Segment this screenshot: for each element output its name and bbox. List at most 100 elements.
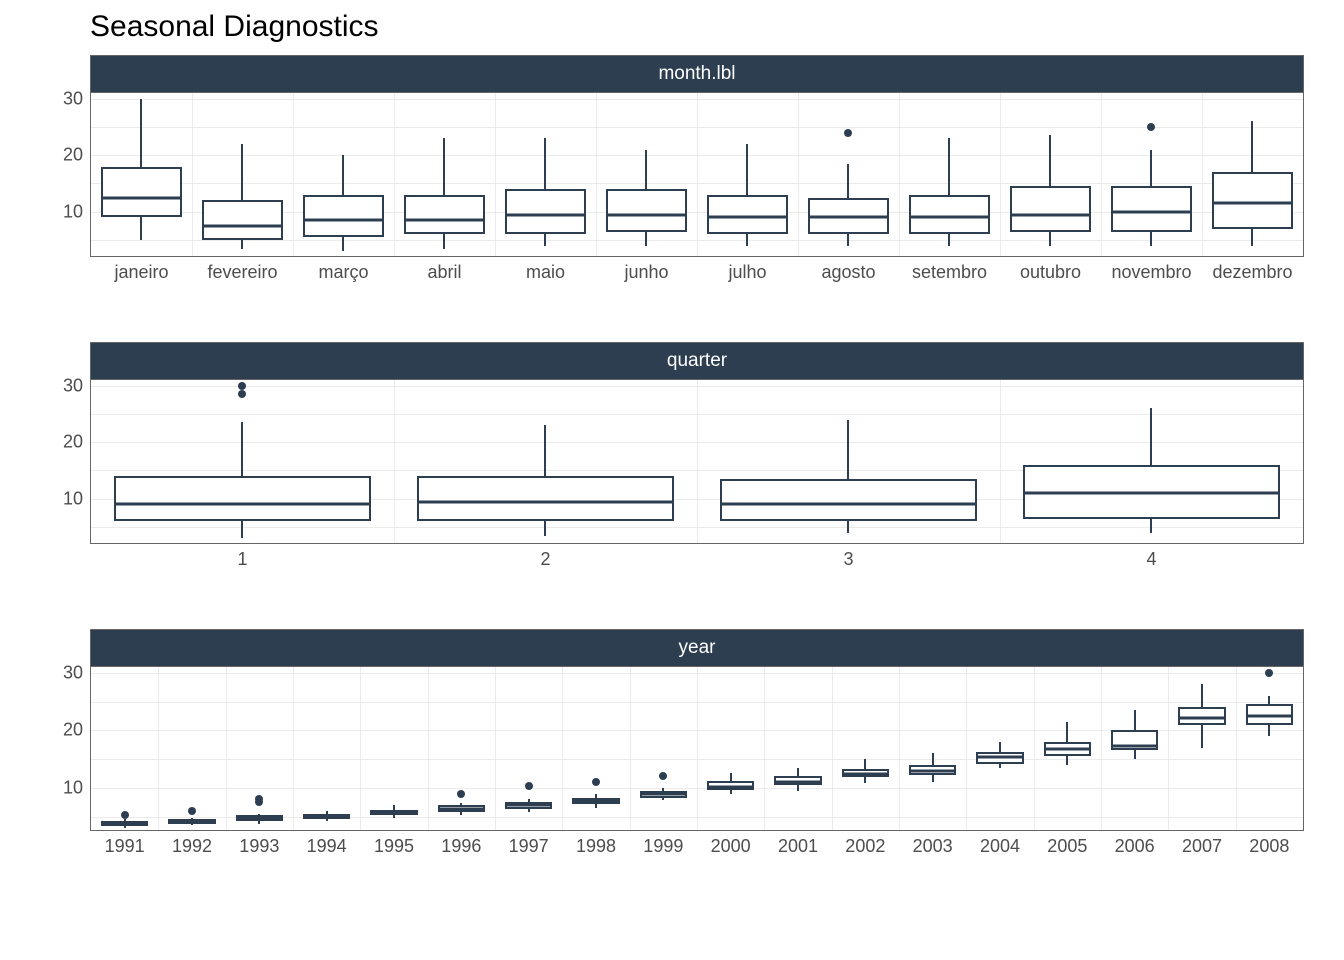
box (1212, 172, 1293, 229)
x-tick-label: maio (526, 256, 565, 283)
box (417, 476, 675, 521)
boxplot (236, 667, 283, 830)
boxplot (1044, 667, 1091, 830)
boxplot (572, 667, 619, 830)
y-tick-label: 20 (63, 720, 91, 741)
median-line (1111, 744, 1158, 747)
y-tick-label: 20 (63, 145, 91, 166)
outlier-point (238, 382, 246, 390)
outlier-point (1147, 123, 1155, 131)
plot-area: 1020301991199219931994199519961997199819… (91, 666, 1303, 830)
boxplot (909, 667, 956, 830)
outlier-point (1265, 669, 1273, 677)
median-line (1111, 210, 1192, 213)
median-line (1023, 492, 1281, 495)
boxplot (101, 93, 182, 256)
gridline-v (495, 93, 496, 256)
x-tick-label: 2001 (778, 830, 818, 857)
gridline-v (1168, 667, 1169, 830)
median-line (1044, 747, 1091, 750)
x-tick-label: 2007 (1182, 830, 1222, 857)
boxplot (1111, 667, 1158, 830)
x-tick-label: 2000 (711, 830, 751, 857)
x-tick-label: 4 (1146, 543, 1156, 570)
x-tick-label: 1995 (374, 830, 414, 857)
x-tick-label: 2003 (913, 830, 953, 857)
box (303, 195, 384, 237)
median-line (101, 822, 148, 825)
boxplot (168, 667, 215, 830)
box (202, 200, 283, 240)
gridline-v (1236, 667, 1237, 830)
boxplot (707, 93, 788, 256)
box (606, 189, 687, 231)
x-tick-label: dezembro (1212, 256, 1292, 283)
y-tick-label: 10 (63, 777, 91, 798)
median-line (236, 817, 283, 820)
gridline-v (1034, 667, 1035, 830)
box (1010, 186, 1091, 231)
median-line (168, 820, 215, 823)
boxplot (707, 667, 754, 830)
median-line (1246, 714, 1293, 717)
boxplot (1111, 93, 1192, 256)
median-line (909, 216, 990, 219)
gridline-v (697, 380, 698, 543)
median-line (808, 216, 889, 219)
median-line (707, 216, 788, 219)
outlier-point (238, 390, 246, 398)
gridline-v (1101, 93, 1102, 256)
x-tick-label: 1997 (509, 830, 549, 857)
median-line (114, 503, 372, 506)
median-line (606, 213, 687, 216)
boxplot (1023, 380, 1281, 543)
boxplot (303, 93, 384, 256)
x-tick-label: agosto (821, 256, 875, 283)
median-line (303, 815, 350, 818)
box (101, 167, 182, 218)
median-line (720, 503, 978, 506)
y-tick-label: 30 (63, 662, 91, 683)
x-tick-label: 2008 (1249, 830, 1289, 857)
x-tick-label: 1994 (307, 830, 347, 857)
gridline-v (697, 93, 698, 256)
x-tick-label: 2002 (845, 830, 885, 857)
x-tick-label: 1993 (239, 830, 279, 857)
outlier-point (121, 811, 129, 819)
gridline-v (293, 667, 294, 830)
boxplot (101, 667, 148, 830)
median-line (1010, 213, 1091, 216)
boxplot (808, 93, 889, 256)
median-line (202, 224, 283, 227)
boxplot (417, 380, 675, 543)
median-line (707, 785, 754, 788)
boxplot (404, 93, 485, 256)
x-tick-label: setembro (912, 256, 987, 283)
boxplot (114, 380, 372, 543)
facet-strip: year (91, 630, 1303, 666)
median-line (842, 773, 889, 776)
gridline-v (596, 93, 597, 256)
boxplot (909, 93, 990, 256)
x-tick-label: abril (427, 256, 461, 283)
gridline-v (495, 667, 496, 830)
boxplot (640, 667, 687, 830)
plot-area: 102030janeirofevereiromarçoabrilmaiojunh… (91, 92, 1303, 256)
boxplot (1010, 93, 1091, 256)
median-line (505, 804, 552, 807)
gridline-v (1101, 667, 1102, 830)
boxplot (1246, 667, 1293, 830)
x-tick-label: 1999 (643, 830, 683, 857)
y-tick-label: 10 (63, 201, 91, 222)
box (720, 479, 978, 521)
median-line (101, 196, 182, 199)
median-line (1212, 202, 1293, 205)
facet-panel-quarter: quarter1020301234 (90, 342, 1304, 544)
gridline-v (192, 93, 193, 256)
gridline-v (899, 667, 900, 830)
box (1111, 730, 1158, 750)
box (114, 476, 372, 521)
gridline-v (697, 667, 698, 830)
gridline-v (360, 667, 361, 830)
x-tick-label: 1996 (441, 830, 481, 857)
